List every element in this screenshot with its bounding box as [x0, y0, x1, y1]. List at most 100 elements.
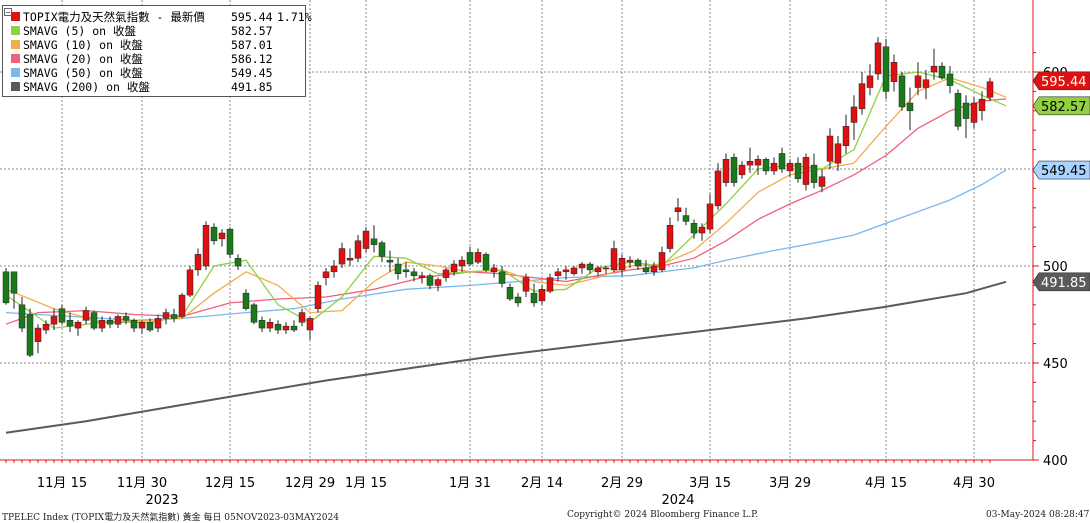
- x-tick-label: 12月 15: [205, 476, 255, 491]
- value-badge-label: 549.45: [1041, 164, 1087, 179]
- candle-body: [898, 75, 906, 108]
- candle-body: [722, 159, 730, 183]
- value-badge: [1032, 272, 1090, 292]
- candle-body: [554, 271, 562, 276]
- candle-body: [274, 323, 282, 331]
- candle-body: [162, 312, 170, 319]
- candle-body: [618, 257, 626, 271]
- legend-swatch-sma200: [11, 82, 20, 91]
- candle-body: [906, 102, 914, 112]
- candle-body: [890, 62, 898, 82]
- footer-timestamp: 03-May-2024 08:28:47: [986, 510, 1090, 520]
- candle-body: [410, 271, 418, 276]
- candle-body: [122, 316, 130, 321]
- candle-body: [866, 75, 874, 88]
- candle-body: [978, 98, 986, 112]
- candle-body: [322, 271, 330, 278]
- candle-body: [490, 267, 498, 273]
- candle-body: [114, 316, 122, 325]
- candle-body: [106, 320, 114, 325]
- candle-body: [482, 254, 490, 271]
- candle-body: [242, 292, 250, 309]
- legend-swatch-sma10: [11, 40, 20, 49]
- candle-body: [458, 259, 466, 267]
- legend-value: 491.85: [231, 80, 273, 94]
- value-badge-label: 491.85: [1041, 276, 1087, 291]
- candle-body: [514, 296, 522, 304]
- candle-body: [138, 322, 146, 329]
- legend-row-sma200: SMAVG (200) on 收盤 491.85: [7, 80, 303, 94]
- legend-row-price: TOPIX電力及天然氣指數 - 最新價 595.44 1.71%: [7, 10, 312, 24]
- candle-body: [938, 65, 946, 79]
- candle-body: [170, 314, 178, 319]
- footer-source: TPELEC Index (TOPIX電力及天然氣指數) 黃金 每日 05NOV…: [2, 513, 339, 523]
- candle-body: [178, 294, 186, 317]
- legend-swatch-sma50: [11, 68, 20, 77]
- x-tick-label: 2月 14: [521, 476, 563, 491]
- candle-body: [210, 226, 218, 242]
- candle-body: [298, 312, 306, 323]
- legend-row-sma20: SMAVG (20) on 收盤 586.12: [7, 52, 303, 66]
- x-tick-label: 12月 29: [285, 476, 335, 491]
- y-tick-label: 450: [1043, 357, 1068, 372]
- value-badge-label: 595.44: [1041, 75, 1087, 90]
- candle-body: [2, 271, 10, 304]
- legend-row-sma10: SMAVG (10) on 收盤 587.01: [7, 38, 303, 52]
- candle-body: [418, 275, 426, 278]
- candle-body: [634, 259, 642, 267]
- candle-body: [970, 102, 978, 123]
- candle-body: [378, 242, 386, 257]
- candle-body: [650, 265, 658, 273]
- candle-body: [874, 42, 882, 75]
- candle-body: [842, 126, 850, 146]
- legend-name: SMAVG (50) on 收盤: [23, 66, 143, 80]
- candle-body: [354, 240, 362, 259]
- series-line: [5, 77, 1007, 323]
- candle-body: [538, 289, 546, 302]
- candle-body: [706, 203, 714, 230]
- candle-body: [786, 162, 794, 172]
- candle-body: [682, 215, 690, 222]
- candle-body: [130, 320, 138, 329]
- candle-body: [730, 157, 738, 183]
- candle-body: [570, 267, 578, 275]
- candle-body: [778, 153, 786, 170]
- x-tick-label: 4月 15: [865, 476, 907, 491]
- value-badge: [1032, 160, 1090, 180]
- candle-body: [386, 259, 394, 263]
- year-label: 2023: [145, 493, 178, 508]
- candle-body: [50, 316, 58, 325]
- candle-body: [226, 228, 234, 255]
- candle-body: [306, 318, 314, 331]
- candle-body: [690, 223, 698, 234]
- candle-body: [762, 159, 770, 172]
- candle-body: [818, 176, 826, 187]
- x-tick-label: 3月 29: [769, 476, 811, 491]
- candle-body: [434, 279, 442, 286]
- x-tick-label: 2月 29: [601, 476, 643, 491]
- legend-value: 549.45: [231, 66, 273, 80]
- candle-body: [66, 320, 74, 327]
- value-badge: [1032, 71, 1090, 91]
- candle-body: [594, 267, 602, 273]
- x-tick-label: 11月 15: [37, 476, 87, 491]
- candle-body: [18, 304, 26, 329]
- series-line: [5, 169, 1007, 321]
- candle-body: [714, 170, 722, 207]
- candle-body: [922, 79, 930, 88]
- candle-body: [810, 164, 818, 183]
- chart-legend: − TOPIX電力及天然氣指數 - 最新價 595.44 1.71% SMAVG…: [2, 5, 312, 97]
- candle-body: [666, 225, 674, 249]
- candle-body: [562, 269, 570, 273]
- candle-body: [330, 265, 338, 273]
- year-label: 2024: [661, 493, 694, 508]
- candle-body: [90, 312, 98, 329]
- candle-body: [578, 263, 586, 269]
- legend-change: 1.71%: [277, 10, 312, 24]
- candle-body: [426, 275, 434, 286]
- legend-swatch-sma20: [11, 54, 20, 63]
- candle-body: [202, 225, 210, 267]
- candle-body: [362, 230, 370, 249]
- legend-row-sma5: SMAVG (5) on 收盤 582.57: [7, 24, 303, 38]
- candle-body: [282, 325, 290, 331]
